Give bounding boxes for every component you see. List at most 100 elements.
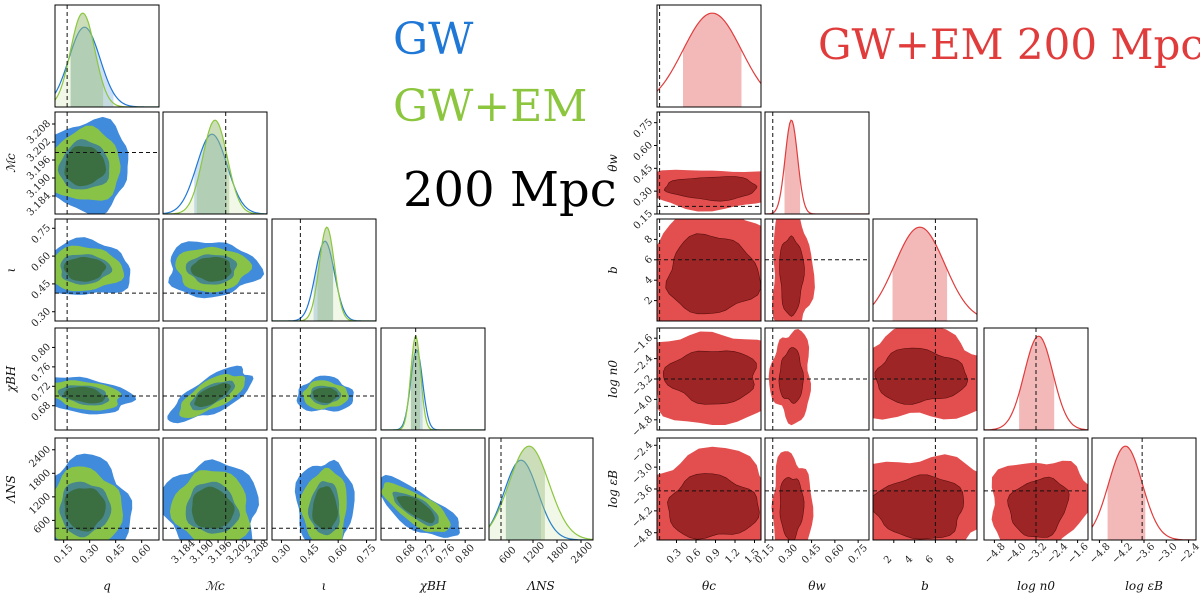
cell-frame xyxy=(764,327,870,431)
marginal-ci-em-theta_c xyxy=(683,13,742,107)
ytick-label-log_eB: −2.4 xyxy=(630,440,655,465)
yaxis-label-chiBH: χBH xyxy=(4,365,18,393)
cell-log_n0-b xyxy=(872,327,978,431)
cell-LambdaNS-iota: 0.30 0.45 0.60 0.75 ι xyxy=(270,437,379,593)
xtick-label-log_n0: −1.6 xyxy=(1066,541,1091,566)
cell-content xyxy=(163,112,267,214)
cell-log_n0-log_n0 xyxy=(983,327,1089,431)
marginal-line-gwem-iota xyxy=(272,226,376,321)
marginal-ci-em-log_n0 xyxy=(1019,336,1055,430)
marginal-fill-gwem-LambdaNS xyxy=(489,446,593,540)
xaxis-label-theta_c: θc xyxy=(702,579,716,593)
cell-content xyxy=(272,328,376,430)
xaxis-label-log_eB: log εB xyxy=(1125,579,1163,593)
cell-content xyxy=(765,112,869,214)
marginal-ci-gwem-Mc xyxy=(196,120,230,214)
ytick-label-iota: 0.30 xyxy=(30,306,54,330)
ytick-label-log_eB: −4.2 xyxy=(630,505,655,530)
cell-content xyxy=(163,438,267,540)
cell-frame xyxy=(271,218,377,322)
marginal-line-gwem-q xyxy=(55,12,159,107)
xtick-label-LambdaNS: 600 xyxy=(497,545,518,566)
cell-frame xyxy=(872,437,978,541)
cell-frame xyxy=(656,218,762,322)
contour-gwem-inner-iota-Mc xyxy=(190,256,232,282)
cell-content xyxy=(163,328,267,430)
xtick-label-b: 8 xyxy=(945,554,957,566)
xtick-label-log_n0: −4.0 xyxy=(1004,541,1029,566)
cell-content xyxy=(55,5,159,107)
ytick-label-chiBH: 0.68 xyxy=(30,400,54,424)
ytick-label-log_n0: −1.6 xyxy=(630,333,655,358)
cell-content xyxy=(657,328,761,430)
xtick-label-chiBH: 0.68 xyxy=(394,543,418,567)
ytick-label-b: 8 xyxy=(643,234,655,246)
cell-content xyxy=(765,328,869,430)
ytick-label-theta_w: 0.30 xyxy=(632,186,656,210)
xaxis-label-LambdaNS: ΛNS xyxy=(526,579,554,593)
cell-LambdaNS-chiBH: 0.680.720.760.80 χBH xyxy=(380,437,486,593)
ytick-label-iota: 0.60 xyxy=(30,250,54,274)
xtick-label-LambdaNS: 2400 xyxy=(569,540,595,566)
ytick-label-log_n0: −4.8 xyxy=(630,414,655,439)
marginal-ci-gwem-LambdaNS xyxy=(505,446,545,540)
xtick-label-b: 6 xyxy=(924,554,936,566)
xaxis-label-chiBH: χBH xyxy=(419,579,447,593)
xtick-label-q: 0.60 xyxy=(130,543,154,567)
marginal-fill-gwem-q xyxy=(55,13,159,107)
cell-frame xyxy=(54,4,160,108)
marginal-line-gwem-LambdaNS xyxy=(489,445,593,540)
cell-iota-iota xyxy=(271,218,377,322)
contour-gwem-inner-iota-q xyxy=(63,256,107,282)
cell-iota-q: 0.30 0.45 0.60 0.75 ι xyxy=(4,218,160,330)
cell-content xyxy=(657,5,761,107)
cell-frame xyxy=(380,327,486,431)
cell-frame xyxy=(656,111,762,215)
ytick-label-LambdaNS: 1800 xyxy=(27,468,53,494)
xtick-label-iota: 0.30 xyxy=(270,543,294,567)
ytick-label-LambdaNS: 2400 xyxy=(27,444,53,470)
marginal-ci-em-theta_w xyxy=(784,120,801,214)
contour-em-inner-log_eB-log_n0 xyxy=(1007,476,1070,538)
cell-chiBH-Mc xyxy=(162,327,268,431)
cell-content xyxy=(657,219,761,321)
xtick-label-q: 0.45 xyxy=(104,543,128,567)
yaxis-label-Mc: ℳc xyxy=(4,153,18,173)
marginal-line-gw-chiBH xyxy=(381,349,485,430)
cell-log_eB-log_n0: −4.8−4.0−3.2−2.4−1.6 log n0 xyxy=(983,437,1091,593)
xtick-label-log_eB: −2.4 xyxy=(1177,541,1200,566)
yaxis-label-b: b xyxy=(606,266,620,274)
cell-content xyxy=(489,438,593,540)
yaxis-label-theta_w: θw xyxy=(606,154,620,172)
contour-em-inner-b-theta_c xyxy=(665,233,761,315)
xtick-label-theta_c: 1.2 xyxy=(723,547,742,566)
xtick-label-iota: 0.75 xyxy=(355,543,379,567)
cell-content xyxy=(765,438,869,540)
cell-content xyxy=(381,328,485,430)
legend-gwem: GW+EM xyxy=(393,81,587,132)
yaxis-label-LambdaNS: ΛNS xyxy=(4,475,18,503)
xtick-label-chiBH: 0.72 xyxy=(414,543,438,567)
cell-chiBH-chiBH xyxy=(380,327,486,431)
cell-content xyxy=(873,438,977,540)
cell-b-theta_c: 2 4 6 8 b xyxy=(606,218,762,322)
xtick-label-iota: 0.60 xyxy=(327,543,351,567)
xaxis-label-b: b xyxy=(921,579,929,593)
xtick-label-log_eB: −4.8 xyxy=(1088,541,1113,566)
cell-frame xyxy=(380,437,486,541)
marginal-line-gw-Mc xyxy=(163,133,267,214)
xtick-label-log_n0: −3.2 xyxy=(1024,541,1049,566)
contour-em-inner-theta_w-theta_c xyxy=(663,176,758,202)
xtick-label-chiBH: 0.80 xyxy=(454,543,478,567)
xtick-label-theta_w: 0.30 xyxy=(777,543,801,567)
ytick-label-LambdaNS: 600 xyxy=(32,515,53,536)
cell-log_eB-log_eB: −4.8−4.2−3.6−3.0−2.4 log εB xyxy=(1088,437,1200,593)
xtick-label-theta_c: 0.6 xyxy=(684,547,703,566)
xtick-label-log_n0: −4.8 xyxy=(983,541,1008,566)
contour-gwem-inner-Mc-q xyxy=(64,146,107,187)
marginal-line-em-b xyxy=(873,226,977,315)
